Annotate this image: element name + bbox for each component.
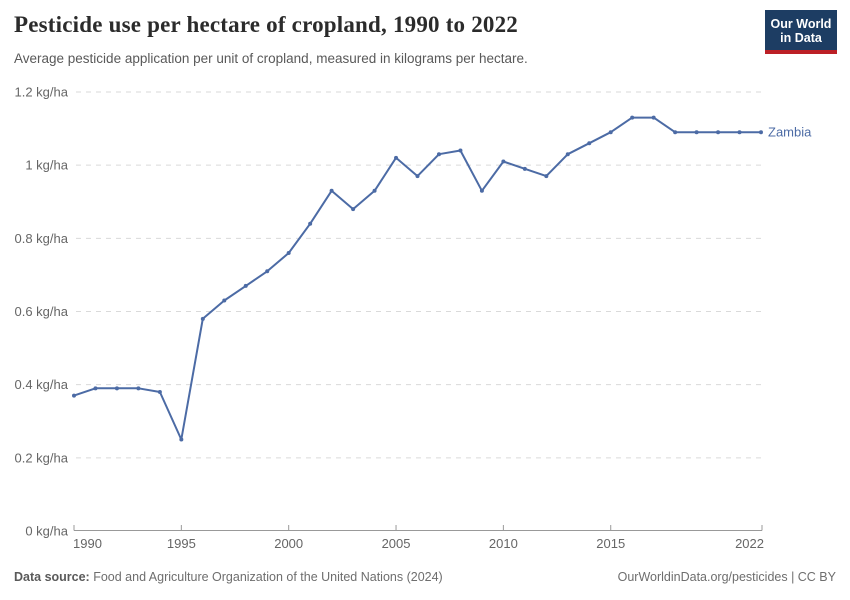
data-point-2021[interactable] — [737, 130, 742, 135]
y-tick-label: 0.2 kg/ha — [15, 450, 69, 465]
owid-logo-line1: Our World — [770, 17, 832, 31]
data-point-1998[interactable] — [243, 283, 248, 288]
data-point-2016[interactable] — [630, 115, 635, 120]
data-point-2001[interactable] — [308, 221, 313, 226]
y-tick-label: 0 kg/ha — [25, 524, 68, 539]
chart-subtitle: Average pesticide application per unit o… — [14, 51, 528, 66]
data-point-2018[interactable] — [673, 130, 678, 135]
data-point-2005[interactable] — [394, 155, 399, 160]
data-point-1994[interactable] — [157, 389, 162, 394]
x-tick-label: 1995 — [167, 536, 196, 551]
data-point-2006[interactable] — [415, 174, 420, 179]
data-point-2004[interactable] — [372, 188, 377, 193]
data-point-2003[interactable] — [351, 207, 356, 212]
data-point-2000[interactable] — [286, 250, 291, 255]
data-point-2019[interactable] — [694, 130, 699, 135]
x-tick-label: 2000 — [274, 536, 303, 551]
data-point-1996[interactable] — [200, 316, 205, 321]
data-point-2020[interactable] — [716, 130, 721, 135]
data-point-2017[interactable] — [651, 115, 656, 120]
data-point-2008[interactable] — [458, 148, 463, 153]
y-tick-label: 1.2 kg/ha — [15, 85, 69, 100]
x-tick-label: 2015 — [596, 536, 625, 551]
data-point-2012[interactable] — [544, 174, 549, 179]
data-point-2009[interactable] — [479, 188, 484, 193]
data-point-1990[interactable] — [72, 393, 76, 398]
data-point-2015[interactable] — [608, 130, 613, 135]
y-tick-label: 1 kg/ha — [25, 158, 68, 173]
y-tick-label: 0.8 kg/ha — [15, 231, 69, 246]
data-point-2002[interactable] — [329, 188, 334, 193]
data-source-label: Data source: — [14, 570, 90, 584]
data-point-2013[interactable] — [565, 152, 570, 157]
data-point-2007[interactable] — [436, 152, 441, 157]
data-point-1993[interactable] — [136, 386, 141, 391]
y-tick-label: 0.6 kg/ha — [15, 304, 69, 319]
x-tick-label: 2005 — [382, 536, 411, 551]
data-point-2014[interactable] — [587, 141, 592, 146]
owid-logo-line2: in Data — [780, 31, 822, 45]
x-tick-label: 2022 — [735, 536, 764, 551]
credit-link[interactable]: OurWorldinData.org/pesticides | CC BY — [617, 570, 836, 584]
data-point-1992[interactable] — [114, 386, 119, 391]
data-point-1999[interactable] — [265, 269, 270, 274]
data-point-2011[interactable] — [522, 166, 527, 171]
entity-label[interactable]: Zambia — [768, 125, 812, 140]
x-tick-label: 1990 — [73, 536, 102, 551]
y-tick-label: 0.4 kg/ha — [15, 377, 69, 392]
data-point-1997[interactable] — [222, 298, 227, 303]
data-point-2022[interactable] — [759, 130, 763, 135]
data-point-1995[interactable] — [179, 437, 184, 442]
data-point-1991[interactable] — [93, 386, 98, 391]
zambia-line-series[interactable] — [73, 116, 762, 441]
data-source-text: Food and Agriculture Organization of the… — [89, 570, 443, 584]
data-point-2010[interactable] — [501, 159, 506, 164]
data-source-note: Data source: Food and Agriculture Organi… — [14, 570, 443, 584]
page-title: Pesticide use per hectare of cropland, 1… — [14, 12, 519, 37]
owid-logo[interactable]: Our World in Data — [765, 10, 837, 54]
x-tick-label: 2010 — [489, 536, 518, 551]
